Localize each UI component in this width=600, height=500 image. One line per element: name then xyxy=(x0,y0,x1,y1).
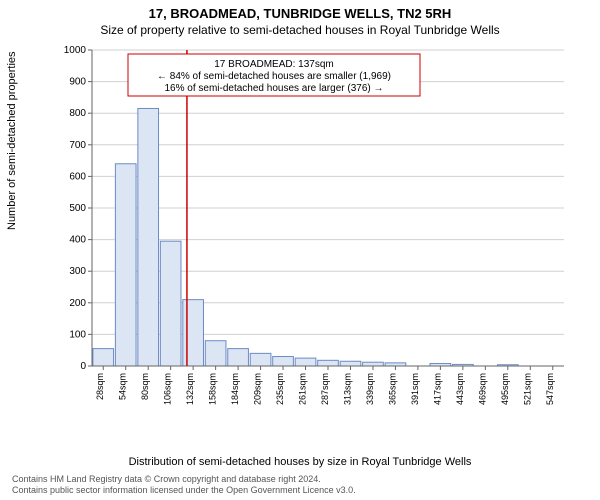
svg-text:900: 900 xyxy=(69,77,86,88)
chart-container: 17, BROADMEAD, TUNBRIDGE WELLS, TN2 5RH … xyxy=(0,0,600,500)
svg-text:521sqm: 521sqm xyxy=(522,373,532,405)
annotation-line: 17 BROADMEAD: 137sqm xyxy=(214,59,334,70)
annotation-line: ← 84% of semi-detached houses are smalle… xyxy=(157,71,391,82)
histogram-bar xyxy=(363,362,384,366)
histogram-bar xyxy=(228,349,249,366)
svg-text:158sqm: 158sqm xyxy=(208,373,218,405)
svg-text:417sqm: 417sqm xyxy=(432,373,442,405)
svg-text:100: 100 xyxy=(69,329,86,340)
svg-text:28sqm: 28sqm xyxy=(95,373,105,400)
svg-text:1000: 1000 xyxy=(64,46,87,56)
svg-text:500: 500 xyxy=(69,203,86,214)
svg-text:547sqm: 547sqm xyxy=(545,373,555,405)
svg-text:80sqm: 80sqm xyxy=(140,373,150,400)
chart-title: 17, BROADMEAD, TUNBRIDGE WELLS, TN2 5RH xyxy=(0,0,600,21)
svg-text:209sqm: 209sqm xyxy=(253,373,263,405)
histogram-bar xyxy=(138,108,159,366)
svg-text:313sqm: 313sqm xyxy=(342,373,352,405)
histogram-bar xyxy=(273,357,294,366)
chart-subtitle: Size of property relative to semi-detach… xyxy=(0,21,600,41)
svg-text:287sqm: 287sqm xyxy=(320,373,330,405)
svg-text:800: 800 xyxy=(69,108,86,119)
svg-text:600: 600 xyxy=(69,171,86,182)
plot-area: 0 100 200 300 400 500 600 700 800 900 1000 28sqm 54s… xyxy=(62,46,570,414)
svg-text:106sqm: 106sqm xyxy=(163,373,173,405)
y-axis-label: Number of semi-detached properties xyxy=(6,51,18,230)
histogram-bar xyxy=(93,349,114,366)
svg-text:300: 300 xyxy=(69,266,86,277)
svg-text:391sqm: 391sqm xyxy=(410,373,420,405)
svg-text:261sqm: 261sqm xyxy=(298,373,308,405)
svg-text:235sqm: 235sqm xyxy=(275,373,285,405)
histogram-bar xyxy=(115,164,136,366)
histogram-bar xyxy=(340,361,361,366)
svg-text:400: 400 xyxy=(69,235,86,246)
svg-text:200: 200 xyxy=(69,298,86,309)
svg-text:700: 700 xyxy=(69,140,86,151)
svg-text:469sqm: 469sqm xyxy=(477,373,487,405)
svg-text:365sqm: 365sqm xyxy=(387,373,397,405)
attribution-line1: Contains HM Land Registry data © Crown c… xyxy=(12,474,356,485)
svg-text:132sqm: 132sqm xyxy=(185,373,195,405)
attribution-line2: Contains public sector information licen… xyxy=(12,485,356,496)
histogram-svg: 0 100 200 300 400 500 600 700 800 900 1000 28sqm 54s… xyxy=(62,46,570,414)
svg-text:184sqm: 184sqm xyxy=(230,373,240,405)
annotation-line: 16% of semi-detached houses are larger (… xyxy=(164,83,383,94)
x-axis-label: Distribution of semi-detached houses by … xyxy=(0,456,600,468)
histogram-bar xyxy=(160,241,181,366)
histogram-bar xyxy=(205,341,226,366)
svg-text:495sqm: 495sqm xyxy=(500,373,510,405)
histogram-bar xyxy=(250,353,271,366)
attribution-text: Contains HM Land Registry data © Crown c… xyxy=(12,474,356,497)
svg-text:0: 0 xyxy=(80,361,86,372)
histogram-bar xyxy=(183,300,204,366)
svg-text:54sqm: 54sqm xyxy=(118,373,128,400)
histogram-bar xyxy=(318,360,339,366)
histogram-bar xyxy=(295,358,316,366)
svg-text:339sqm: 339sqm xyxy=(365,373,375,405)
svg-text:443sqm: 443sqm xyxy=(455,373,465,405)
